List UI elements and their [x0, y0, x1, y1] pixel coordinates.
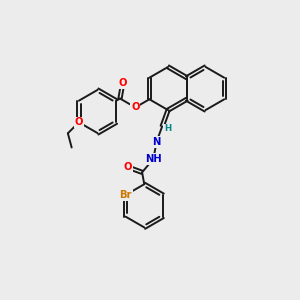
Text: N: N	[152, 137, 160, 147]
Text: H: H	[164, 124, 171, 133]
Text: O: O	[75, 117, 83, 127]
Text: O: O	[131, 102, 140, 112]
Text: NH: NH	[145, 154, 162, 164]
Text: O: O	[118, 78, 127, 88]
Text: O: O	[123, 162, 132, 172]
Text: Br: Br	[119, 190, 132, 200]
